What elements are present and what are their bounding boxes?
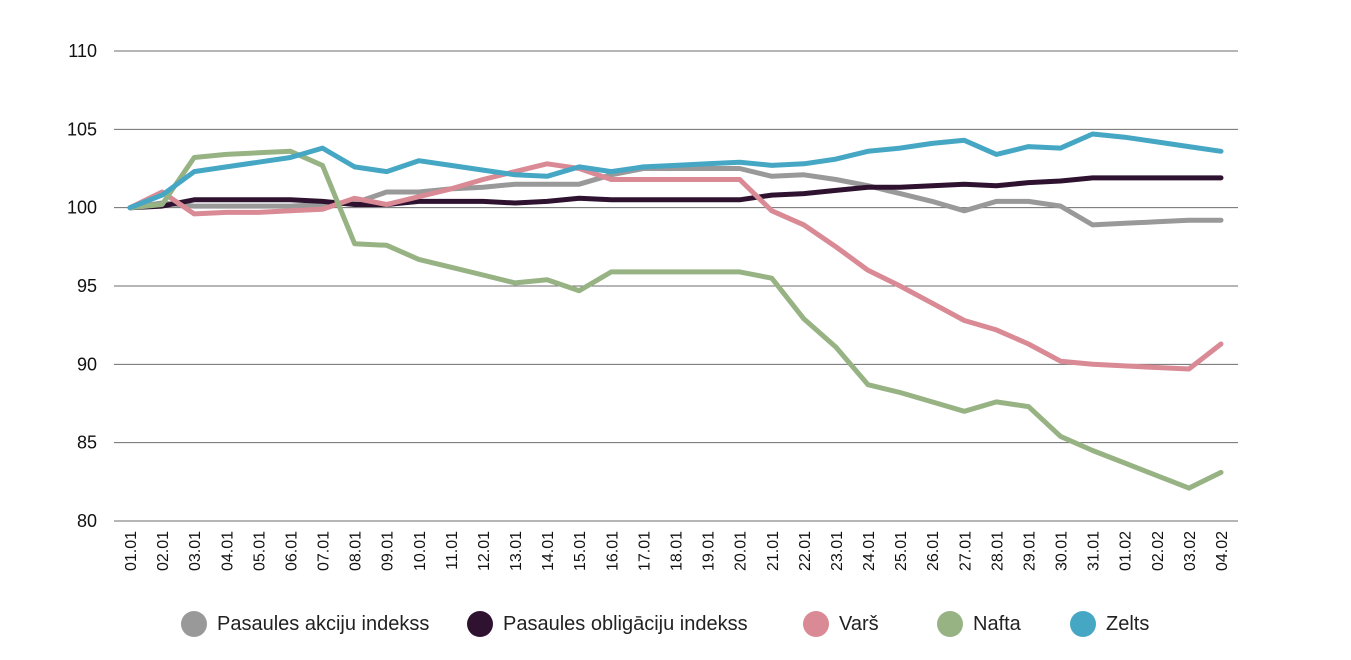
legend-label: Varš	[839, 612, 879, 635]
x-tick-label: 09.01	[380, 531, 397, 571]
legend-item: Zelts	[1070, 608, 1149, 640]
legend-item: Pasaules obligāciju indekss	[467, 608, 748, 640]
x-tick-label: 10.01	[412, 531, 429, 571]
legend-marker	[181, 611, 207, 637]
x-tick-label: 19.01	[701, 531, 718, 571]
legend-item: Pasaules akciju indekss	[181, 608, 429, 640]
x-tick-label: 14.01	[540, 531, 557, 571]
x-tick-label: 28.01	[989, 531, 1006, 571]
x-tick-label: 15.01	[572, 531, 589, 571]
x-tick-label: 24.01	[861, 531, 878, 571]
series-line-2	[127, 161, 1224, 372]
x-tick-label: 11.01	[444, 531, 461, 570]
x-tick-label: 04.01	[219, 531, 236, 571]
legend-label: Nafta	[973, 612, 1021, 635]
x-tick-label: 03.01	[187, 531, 204, 571]
legend-label: Pasaules akciju indekss	[217, 612, 430, 635]
legend-marker	[1070, 611, 1096, 637]
grid	[114, 50, 1238, 522]
y-tick-label: 80	[77, 511, 97, 531]
series-line-3	[127, 148, 1224, 491]
legend-marker	[467, 611, 493, 637]
series-lines	[127, 131, 1224, 491]
x-tick-label: 20.01	[733, 531, 750, 571]
x-tick-label: 01.01	[123, 531, 140, 571]
series-line-4	[127, 131, 1224, 211]
series-line-0	[127, 166, 1224, 228]
x-tick-label: 04.02	[1214, 531, 1231, 571]
series-line-1	[127, 175, 1224, 211]
x-tick-label: 02.01	[155, 531, 172, 571]
x-tick-label: 30.01	[1054, 531, 1071, 571]
x-tick-label: 26.01	[925, 531, 942, 571]
x-tick-label: 02.02	[1150, 531, 1167, 571]
y-tick-label: 105	[67, 119, 97, 139]
y-tick-label: 85	[77, 433, 97, 453]
legend-marker	[803, 611, 829, 637]
y-tick-label: 110	[68, 41, 97, 61]
x-tick-label: 21.01	[765, 531, 782, 571]
x-tick-label: 08.01	[348, 531, 365, 571]
x-tick-label: 31.01	[1086, 531, 1103, 571]
x-tick-label: 06.01	[283, 531, 300, 571]
x-tick-label: 13.01	[508, 531, 525, 571]
legend: Pasaules akciju indekss Pasaules obligāci…	[0, 608, 1351, 640]
x-tick-label: 05.01	[251, 531, 268, 571]
x-tick-label: 16.01	[604, 531, 621, 571]
line-chart: 80 85 90 95 100 105 110 01.01 02.01 03.01 04.01 05…	[67, 41, 1238, 571]
legend-label: Zelts	[1106, 612, 1150, 635]
y-tick-label: 100	[67, 198, 97, 218]
x-tick-label: 12.01	[476, 531, 493, 571]
x-tick-label: 17.01	[636, 531, 653, 571]
x-tick-label: 27.01	[957, 531, 974, 571]
y-tick-label: 95	[77, 276, 97, 296]
x-axis-ticks: 01.01 02.01 03.01 04.01 05.01 06.01 07.01 08.01…	[123, 531, 1231, 571]
y-axis-ticks: 80 85 90 95 100 105 110	[67, 41, 97, 531]
y-tick-label: 90	[77, 354, 97, 374]
x-tick-label: 23.01	[829, 531, 846, 571]
x-tick-label: 03.02	[1182, 531, 1199, 571]
legend-item: Nafta	[937, 608, 1021, 640]
x-tick-label: 25.01	[893, 531, 910, 571]
x-tick-label: 22.01	[797, 531, 814, 571]
x-tick-label: 01.02	[1118, 531, 1135, 571]
legend-marker	[937, 611, 963, 637]
legend-item: Varš	[803, 608, 879, 640]
x-tick-label: 07.01	[316, 531, 333, 571]
legend-label: Pasaules obligāciju indekss	[503, 612, 748, 635]
x-tick-label: 29.01	[1021, 531, 1038, 571]
x-tick-label: 18.01	[669, 531, 686, 571]
